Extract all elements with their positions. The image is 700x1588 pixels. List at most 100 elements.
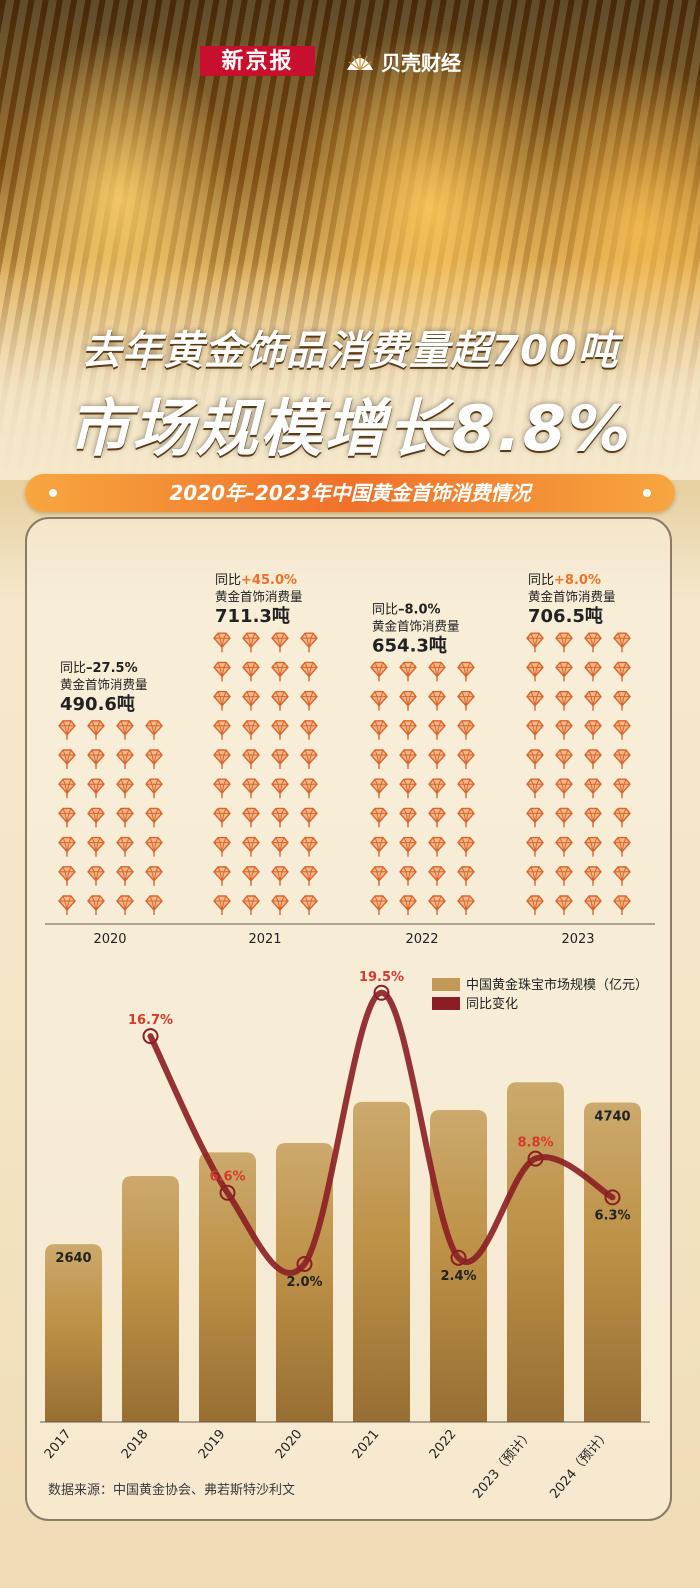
gold-diamond-icon [271,778,289,799]
gold-diamond-icon [457,895,475,916]
gold-diamond-icon [457,836,475,858]
gold-diamond-icon [428,720,446,741]
gold-diamond-icon [145,720,163,741]
gold-diamond-icon [613,720,631,741]
gold-diamond-icon [116,749,134,770]
gold-diamond-icon [613,661,631,683]
gold-diamond-icon [271,895,289,916]
gold-diamond-icon [399,866,417,887]
x-tick-label: 2017 [42,1427,75,1462]
x-tick-label: 2019 [196,1427,229,1462]
gold-diamond-icon [145,866,163,887]
gold-diamond-icon [526,866,544,887]
consumption-label: 黄金首饰消费量 [528,589,616,604]
gold-diamond-icon [555,895,573,916]
gold-diamond-icon [555,661,573,683]
gold-diamond-icon [584,632,602,653]
gold-diamond-icon [271,690,289,712]
consumption-label: 黄金首饰消费量 [60,677,148,692]
gold-diamond-icon [584,895,602,916]
gold-diamond-icon [584,661,602,683]
yoy-label: 同比+45.0% [215,573,297,588]
year-tick-label: 2020 [93,932,126,947]
gold-diamond-icon [271,720,289,741]
gold-diamond-icon [213,661,231,683]
gold-diamond-icon [613,690,631,712]
gold-diamond-icon [526,895,544,916]
gold-diamond-icon [457,720,475,741]
gold-diamond-icon [271,749,289,770]
gold-diamond-icon [213,749,231,770]
gold-diamond-icon [300,866,318,887]
yoy-value-label: 19.5% [359,970,404,985]
gold-diamond-icon [457,690,475,712]
gold-diamond-icon [526,720,544,741]
gold-diamond-icon [428,778,446,799]
legend-label: 中国黄金珠宝市场规模（亿元） [466,977,648,993]
x-tick-label: 2024（预计） [547,1427,613,1502]
gold-diamond-icon [613,895,631,916]
gold-diamond-icon [555,836,573,858]
gold-diamond-icon [116,895,134,916]
gold-diamond-icon [399,836,417,858]
year-tick-label: 2022 [405,932,438,947]
gold-diamond-icon [300,807,318,829]
gold-diamond-icon [555,807,573,829]
gold-diamond-icon [526,661,544,683]
gold-diamond-icon [271,836,289,858]
gold-diamond-icon [58,836,76,858]
gold-diamond-icon [457,749,475,770]
gold-diamond-icon [370,895,388,916]
gold-diamond-icon [300,749,318,770]
yoy-line [147,989,616,1276]
gold-diamond-icon [58,720,76,741]
gold-diamond-icon [613,836,631,858]
gold-diamond-icon [370,661,388,683]
gold-diamond-icon [242,778,260,799]
yoy-point [219,1184,236,1201]
gold-diamond-icon [116,866,134,887]
gold-diamond-icon [271,807,289,829]
gold-diamond-icon [613,778,631,799]
gold-diamond-icon [87,720,105,741]
gold-diamond-icon [242,895,260,916]
gold-diamond-icon [526,749,544,770]
gold-diamond-icon [428,866,446,887]
gold-diamond-icon [584,720,602,741]
gold-diamond-icon [87,778,105,799]
gold-diamond-icon [555,749,573,770]
gold-diamond-icon [145,836,163,858]
gold-diamond-icon [370,749,388,770]
gold-diamond-icon [87,866,105,887]
gold-diamond-icon [428,690,446,712]
year-tick-label: 2023 [561,932,594,947]
gold-diamond-icon [58,866,76,887]
gold-diamond-icon [428,749,446,770]
yoy-label: 同比–8.0% [372,602,441,617]
market-size-bar [584,1102,641,1422]
market-size-bar [276,1142,333,1422]
banner-dot-left [49,489,57,497]
market-size-bar [430,1109,487,1422]
gold-diamond-icon [399,807,417,829]
gold-diamond-icon [457,661,475,683]
banner-label: 2020年–2023年中国黄金首饰消费情况 [169,481,531,505]
yoy-point [450,1249,467,1266]
gold-diamond-icon [242,661,260,683]
gold-diamond-icon [145,749,163,770]
gold-diamond-icon [613,749,631,770]
gold-diamond-icon [242,866,260,887]
yoy-value-label: 6.3% [594,1208,630,1223]
bar-value-label: 2640 [55,1251,91,1266]
gold-diamond-icon [242,749,260,770]
gold-diamond-icon [399,690,417,712]
yoy-point [604,1189,621,1206]
gold-diamond-icon [555,690,573,712]
consumption-label: 黄金首饰消费量 [372,618,460,633]
gold-diamond-icon [526,778,544,799]
year-tick-label: 2021 [248,932,281,947]
gold-diamond-icon [213,690,231,712]
yoy-point [373,984,390,1001]
source-note: 数据来源：中国黄金协会、弗若斯特沙利文 [48,1482,295,1498]
